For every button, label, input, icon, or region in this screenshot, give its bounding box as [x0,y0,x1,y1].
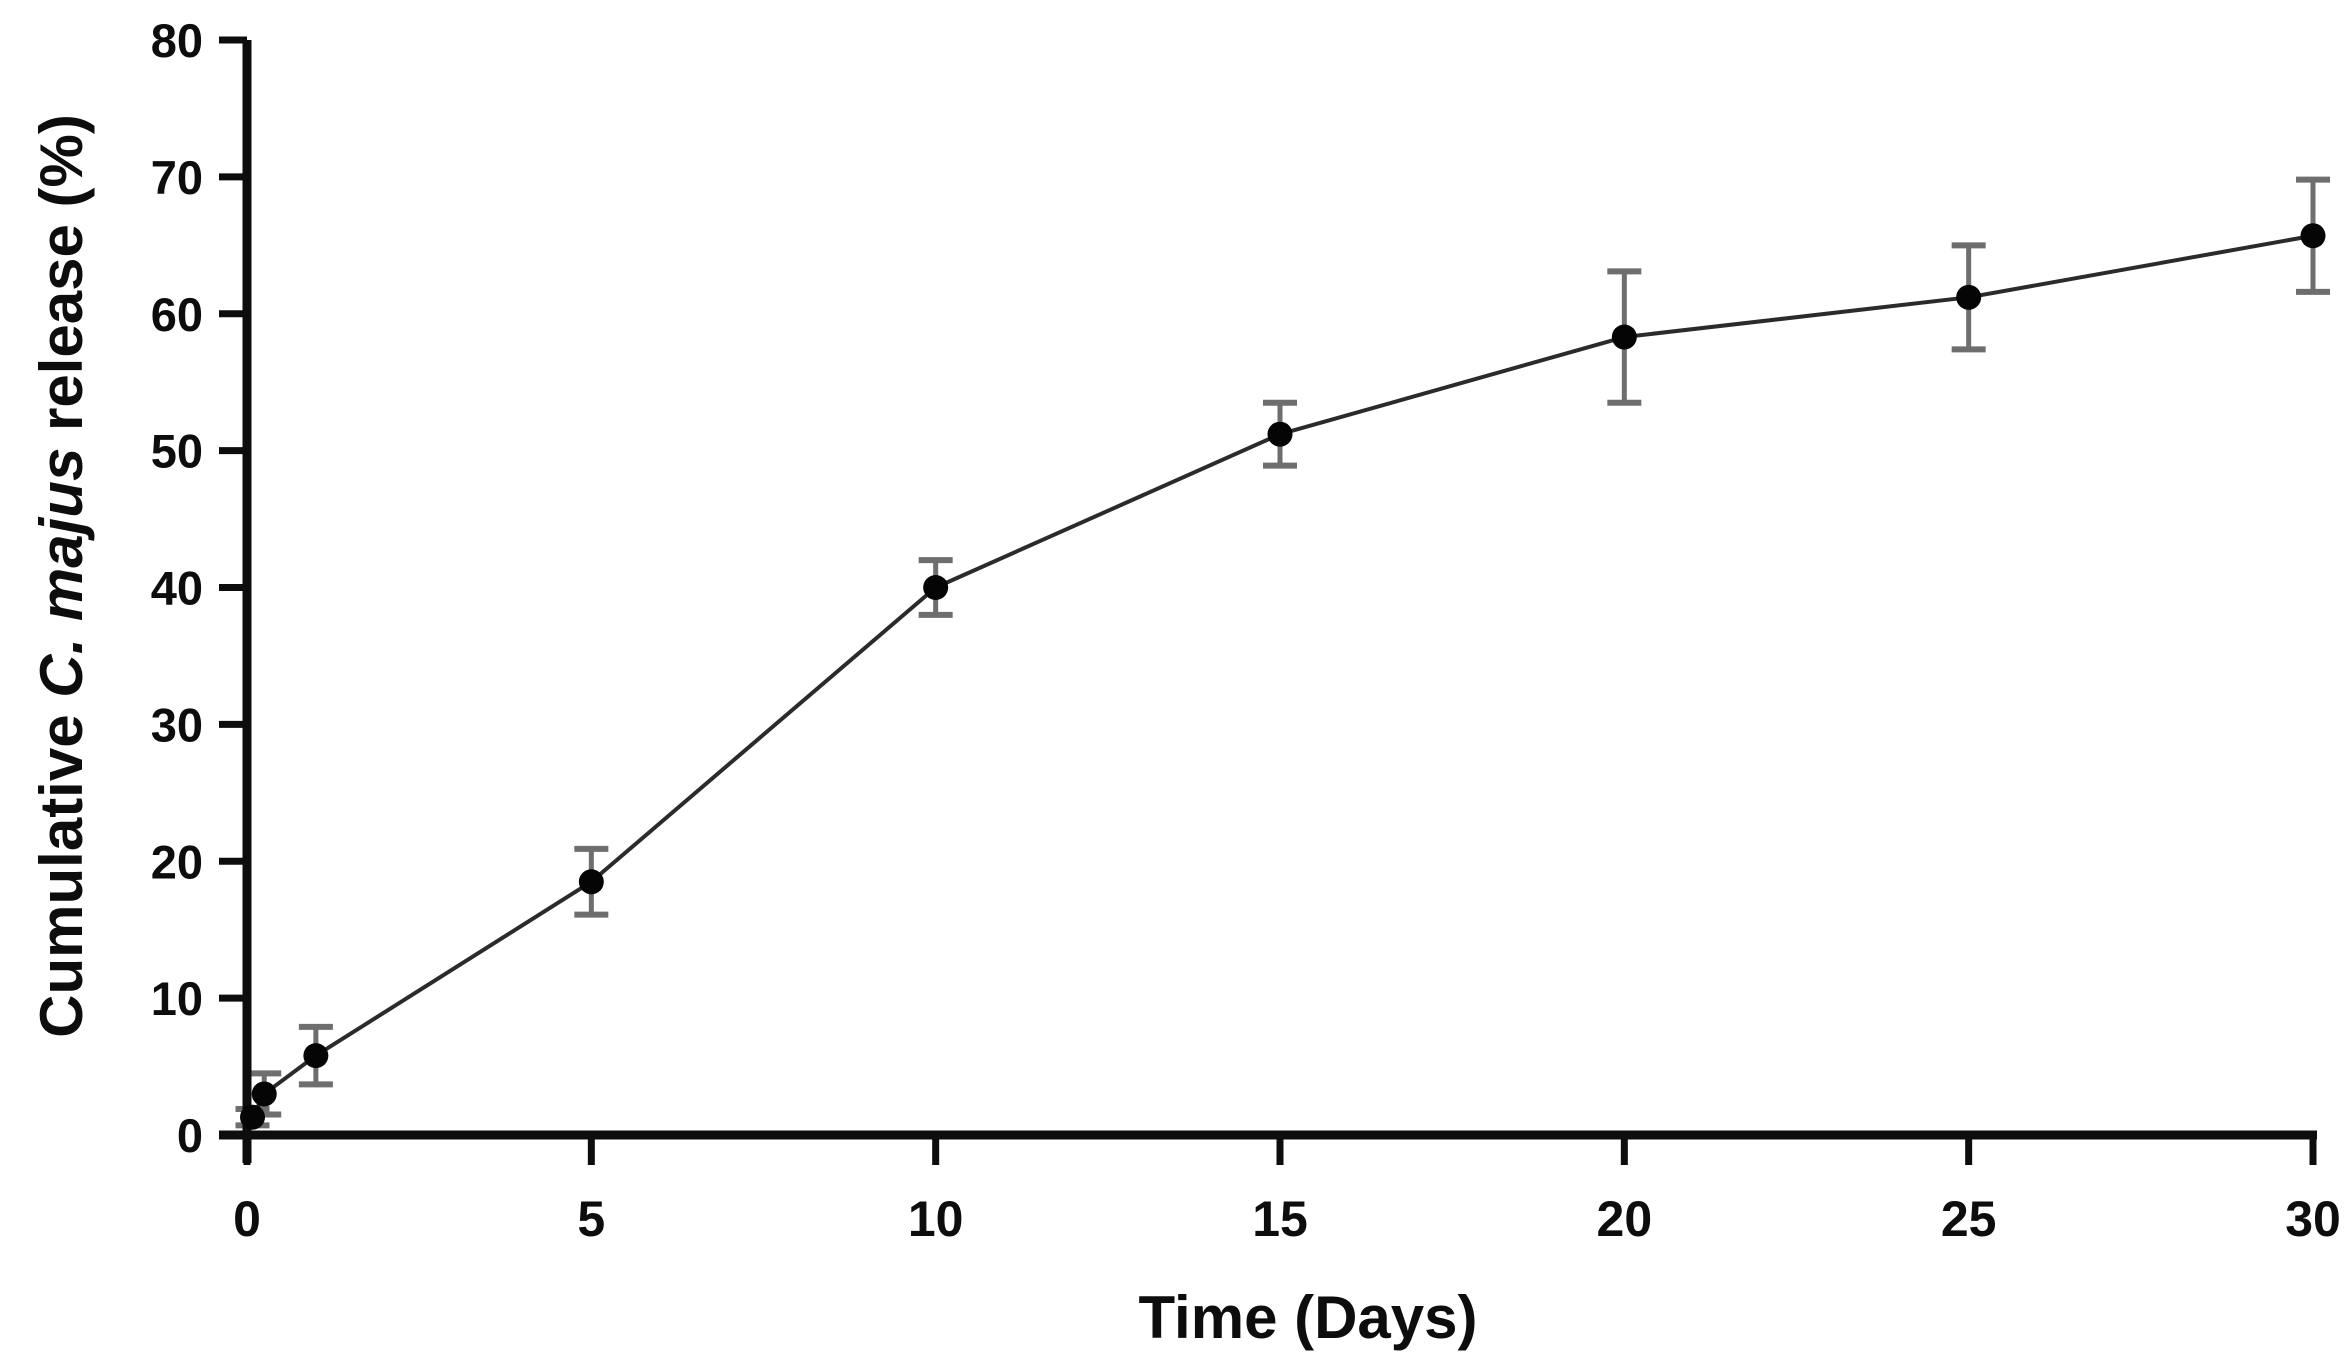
x-axis-title: Time (Days) [1138,1284,1477,1351]
y-axis-title-suffix: release (%) [28,114,95,448]
x-tick-label: 0 [233,1191,261,1247]
y-tick-label: 0 [177,1109,203,1162]
data-point [923,575,949,600]
x-tick-label: 30 [2285,1191,2341,1247]
y-axis-title: Cumulative C. majus release (%) [28,114,95,1038]
y-tick-label: 70 [151,151,203,204]
y-tick-label: 60 [151,288,203,341]
y-tick-label: 80 [151,14,203,67]
data-point [303,1043,329,1069]
series-line [250,233,2314,1119]
data-point [251,1081,277,1107]
y-tick-label: 20 [151,835,203,888]
y-tick-label: 30 [151,698,203,751]
data-point [1611,324,1637,350]
y-tick-label: 10 [151,972,203,1025]
y-tick-label: 50 [151,425,203,478]
x-tick-label: 15 [1252,1191,1308,1247]
x-tick-label: 25 [1941,1191,1997,1247]
x-tick-label: 20 [1597,1191,1653,1247]
x-tick-label: 10 [908,1191,964,1247]
data-points-group [240,223,2326,1130]
series-line-group [250,233,2314,1119]
x-tick-label: 5 [577,1191,605,1247]
data-point [1267,421,1293,447]
axes-group: 0 10 20 30 40 50 60 70 80 0 5 10 15 20 25 30 [151,14,2341,1247]
data-point [240,1104,266,1130]
data-point [1956,284,1982,310]
y-tick-label: 40 [151,562,203,615]
y-axis-title-species: C. majus [28,448,95,698]
data-point [578,869,604,895]
y-axis-title-prefix: Cumulative [28,698,95,1038]
data-point [2300,223,2326,249]
error-bars-group [235,176,2330,1129]
